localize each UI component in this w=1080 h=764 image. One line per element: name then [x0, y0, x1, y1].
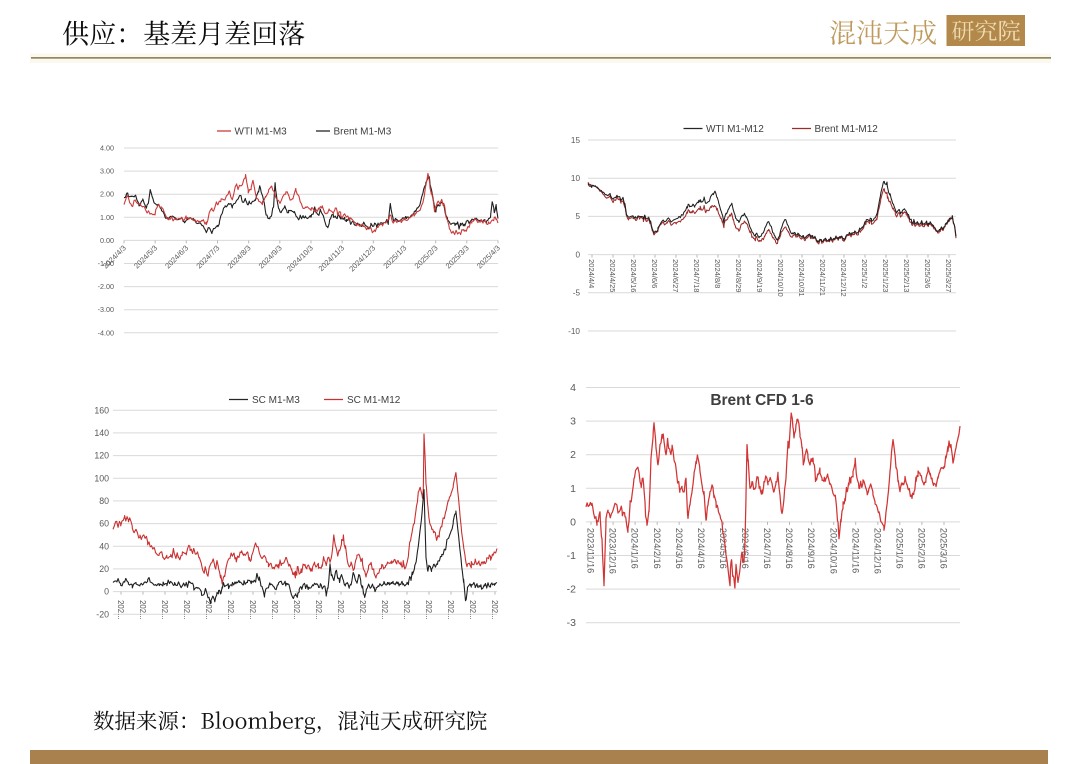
svg-text:0: 0 — [575, 250, 580, 259]
svg-text:202...: 202... — [490, 600, 499, 620]
svg-text:2024/9/19: 2024/9/19 — [755, 259, 764, 292]
svg-text:5: 5 — [575, 212, 580, 221]
svg-text:Brent M1-M12: Brent M1-M12 — [815, 124, 879, 135]
svg-text:20: 20 — [99, 564, 109, 574]
svg-text:202...: 202... — [138, 600, 147, 620]
svg-text:202...: 202... — [160, 600, 169, 620]
svg-text:2024/7/18: 2024/7/18 — [692, 259, 701, 292]
svg-text:1.00: 1.00 — [100, 213, 114, 222]
svg-text:202...: 202... — [314, 600, 323, 620]
svg-text:-5: -5 — [573, 289, 581, 298]
svg-text:2024/10/16: 2024/10/16 — [828, 528, 838, 574]
svg-text:2025/3/16: 2025/3/16 — [939, 528, 949, 569]
svg-text:100: 100 — [94, 473, 109, 483]
svg-text:202...: 202... — [116, 600, 125, 620]
svg-text:2024/12/12: 2024/12/12 — [839, 259, 848, 297]
svg-text:-1.00: -1.00 — [98, 259, 114, 268]
svg-text:0.00: 0.00 — [100, 236, 114, 245]
svg-text:2023/11/16: 2023/11/16 — [586, 528, 596, 573]
svg-text:202...: 202... — [182, 600, 191, 620]
svg-text:80: 80 — [99, 496, 109, 506]
svg-text:2024/6/27: 2024/6/27 — [671, 259, 680, 292]
svg-text:2024/5/16: 2024/5/16 — [718, 528, 728, 569]
svg-text:202...: 202... — [380, 600, 389, 620]
svg-text:2024/8/8: 2024/8/8 — [713, 259, 722, 288]
svg-text:202...: 202... — [270, 600, 279, 620]
svg-text:Brent M1-M3: Brent M1-M3 — [334, 127, 392, 138]
svg-text:0: 0 — [104, 587, 109, 597]
svg-text:-10: -10 — [568, 327, 580, 336]
svg-text:-3: -3 — [567, 617, 576, 629]
svg-text:2023/12/16: 2023/12/16 — [608, 528, 618, 574]
svg-text:SC M1-M3: SC M1-M3 — [252, 395, 300, 406]
svg-text:-2.00: -2.00 — [98, 282, 114, 291]
svg-text:1: 1 — [570, 483, 576, 495]
svg-text:10: 10 — [571, 174, 581, 183]
svg-text:120: 120 — [94, 451, 109, 461]
svg-text:2024/2/16: 2024/2/16 — [652, 528, 662, 569]
svg-text:2024/4/16: 2024/4/16 — [696, 528, 706, 569]
svg-text:2024/3/16: 2024/3/16 — [674, 528, 684, 569]
svg-text:2024/4/4: 2024/4/4 — [587, 259, 596, 288]
svg-text:SC M1-M12: SC M1-M12 — [347, 395, 401, 406]
svg-text:202...: 202... — [468, 600, 477, 620]
svg-text:2: 2 — [570, 449, 576, 461]
svg-text:0: 0 — [570, 516, 576, 528]
svg-text:2025/2/13: 2025/2/13 — [902, 259, 911, 292]
svg-text:202...: 202... — [424, 600, 433, 620]
svg-text:4.00: 4.00 — [100, 144, 114, 153]
svg-text:2024/8/29: 2024/8/29 — [734, 259, 743, 292]
svg-text:-4.00: -4.00 — [98, 328, 114, 337]
svg-text:2025/1/23: 2025/1/23 — [881, 259, 890, 292]
svg-text:2025/1/16: 2025/1/16 — [894, 528, 904, 569]
svg-text:202...: 202... — [248, 600, 257, 620]
svg-text:2024/9/16: 2024/9/16 — [806, 528, 816, 569]
svg-text:60: 60 — [99, 519, 109, 529]
svg-text:2024/10/31: 2024/10/31 — [797, 259, 806, 297]
svg-text:3: 3 — [570, 416, 576, 428]
svg-text:2024/12/16: 2024/12/16 — [872, 528, 882, 574]
svg-text:2025/3/27: 2025/3/27 — [944, 259, 953, 292]
svg-text:-1: -1 — [567, 550, 576, 562]
svg-text:15: 15 — [571, 136, 581, 145]
svg-text:-2: -2 — [567, 584, 576, 596]
svg-text:3.00: 3.00 — [100, 167, 114, 176]
svg-text:WTI M1-M3: WTI M1-M3 — [235, 127, 288, 138]
svg-text:2024/7/16: 2024/7/16 — [762, 528, 772, 569]
svg-text:202...: 202... — [446, 600, 455, 620]
svg-text:2025/2/16: 2025/2/16 — [917, 528, 927, 569]
svg-text:140: 140 — [94, 428, 109, 438]
svg-text:2024/5/16: 2024/5/16 — [629, 259, 638, 292]
svg-text:160: 160 — [94, 405, 109, 415]
svg-text:2024/6/6: 2024/6/6 — [650, 259, 659, 288]
svg-text:202...: 202... — [358, 600, 367, 620]
svg-text:2024/11/21: 2024/11/21 — [818, 259, 827, 296]
svg-text:2024/4/25: 2024/4/25 — [608, 259, 617, 292]
svg-text:2024/8/16: 2024/8/16 — [784, 528, 794, 569]
svg-text:4: 4 — [570, 382, 576, 394]
svg-text:202...: 202... — [402, 600, 411, 620]
svg-text:2025/1/2: 2025/1/2 — [860, 259, 869, 288]
svg-text:-3.00: -3.00 — [98, 305, 114, 314]
svg-text:202...: 202... — [204, 600, 213, 620]
svg-text:2024/11/16: 2024/11/16 — [850, 528, 860, 573]
svg-text:WTI M1-M12: WTI M1-M12 — [706, 124, 764, 135]
svg-text:202...: 202... — [336, 600, 345, 620]
svg-text:202...: 202... — [292, 600, 301, 620]
svg-text:Brent CFD 1-6: Brent CFD 1-6 — [710, 392, 814, 409]
svg-text:40: 40 — [99, 541, 109, 551]
svg-text:2024/10/10: 2024/10/10 — [776, 259, 785, 297]
svg-text:202...: 202... — [226, 600, 235, 620]
svg-text:2.00: 2.00 — [100, 190, 114, 199]
svg-text:2025/3/6: 2025/3/6 — [923, 259, 932, 288]
svg-text:2024/1/16: 2024/1/16 — [630, 528, 640, 569]
svg-text:-20: -20 — [96, 609, 109, 619]
